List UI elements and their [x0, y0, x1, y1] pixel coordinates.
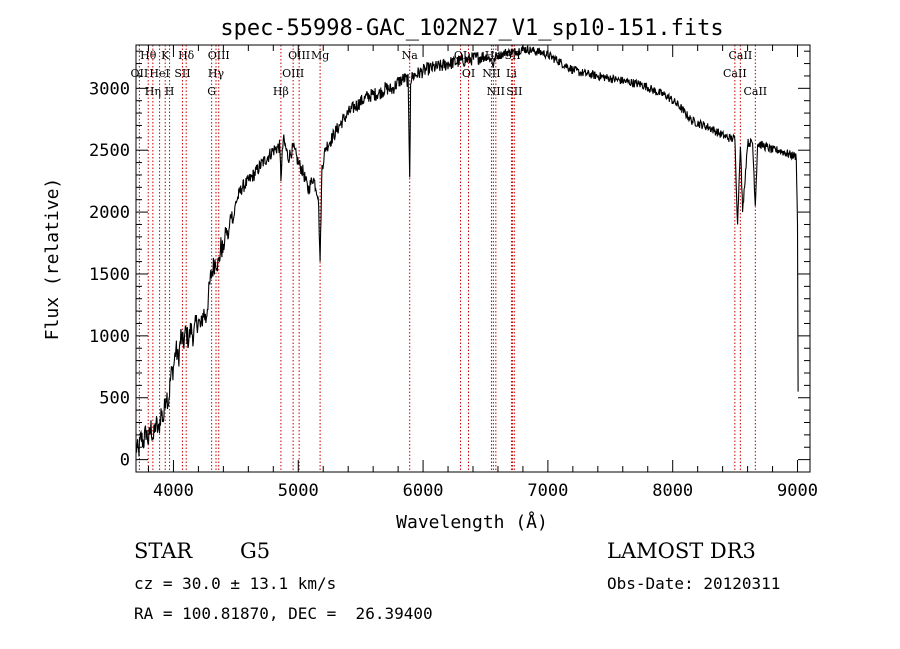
spectral-line-label-8: OIII — [208, 49, 230, 62]
spectral-line-label-17: OI — [462, 67, 475, 80]
plot-frame — [135, 44, 811, 473]
spectral-line-label-12: OIII — [282, 67, 304, 80]
x-tick-label: 9000 — [777, 481, 818, 501]
y-tick-label: 500 — [99, 389, 130, 409]
coordinates-text: RA = 100.81870, DEC = 26.39400 — [134, 604, 433, 623]
spectral-line-label-14: Mg — [311, 49, 329, 62]
spectrum-chart: spec-55998-GAC_102N27_V1_sp10-151.fits H… — [42, 16, 818, 533]
y-tick-label: 3000 — [89, 79, 130, 99]
spectral-line-label-20: NII — [487, 85, 505, 98]
y-tick-label: 1500 — [89, 265, 130, 285]
spectral-line-label-6: Hδ — [178, 49, 195, 62]
y-axis-ticks: 0 500 1000 1500 2000 2500 3000 — [89, 50, 810, 471]
survey-name: LAMOST DR3 — [607, 539, 756, 563]
redshift-text: cz = 30.0 ± 13.1 km/s — [134, 574, 337, 593]
spectral-line-labels: Hθ OII Hη K HeI H Hδ SII OIII Hγ G OIII OIII Hβ Mg Na OI… — [131, 49, 768, 98]
spectral-line-label-0: Hθ — [140, 49, 157, 62]
x-tick-label: 8000 — [652, 481, 693, 501]
y-tick-label: 2000 — [89, 203, 130, 223]
x-tick-label: 4000 — [153, 481, 194, 501]
y-tick-label: 0 — [120, 451, 130, 471]
spectral-line-label-3: K — [161, 49, 170, 62]
y-tick-label: 1000 — [89, 327, 130, 347]
y-axis-label: Flux (relative) — [42, 178, 63, 341]
spectral-line-label-10: G — [207, 85, 216, 98]
spectral-line-label-25: CaII — [723, 67, 747, 80]
spectral-line-label-22: Li — [506, 67, 517, 80]
spectral-line-label-4: HeI — [149, 67, 169, 80]
x-tick-label: 6000 — [403, 481, 444, 501]
spectral-line-label-13: Hβ — [273, 85, 289, 98]
spectral-line-label-19: NII — [482, 67, 500, 80]
x-tick-label: 7000 — [527, 481, 568, 501]
spectral-line-label-9: Hγ — [208, 67, 225, 80]
object-subclass: G5 — [240, 539, 271, 563]
spectrum-series-line — [135, 43, 799, 457]
spectral-line-label-5: H — [165, 85, 175, 98]
obs-date-text: Obs-Date: 20120311 — [607, 574, 781, 593]
chart-title: spec-55998-GAC_102N27_V1_sp10-151.fits — [220, 16, 723, 41]
spectral-line-label-2: Hη — [145, 85, 161, 98]
spectral-line-label-26: CaII — [743, 85, 767, 98]
spectral-line-label-1: OII — [131, 67, 149, 80]
spectral-line-label-11: OIII — [288, 49, 310, 62]
spectral-line-label-24: CaII — [729, 49, 753, 62]
spectral-line-label-15: Na — [402, 49, 419, 62]
spectral-line-label-7: SII — [174, 67, 190, 80]
x-axis-ticks: 4000 5000 6000 7000 8000 9000 — [147, 45, 818, 501]
x-tick-label: 5000 — [278, 481, 319, 501]
x-axis-label: Wavelength (Å) — [396, 511, 548, 533]
object-class: STAR — [134, 539, 193, 563]
spectral-line-markers — [138, 45, 756, 472]
y-tick-label: 2500 — [89, 141, 130, 161]
spectral-line-label-23: SII — [506, 85, 522, 98]
